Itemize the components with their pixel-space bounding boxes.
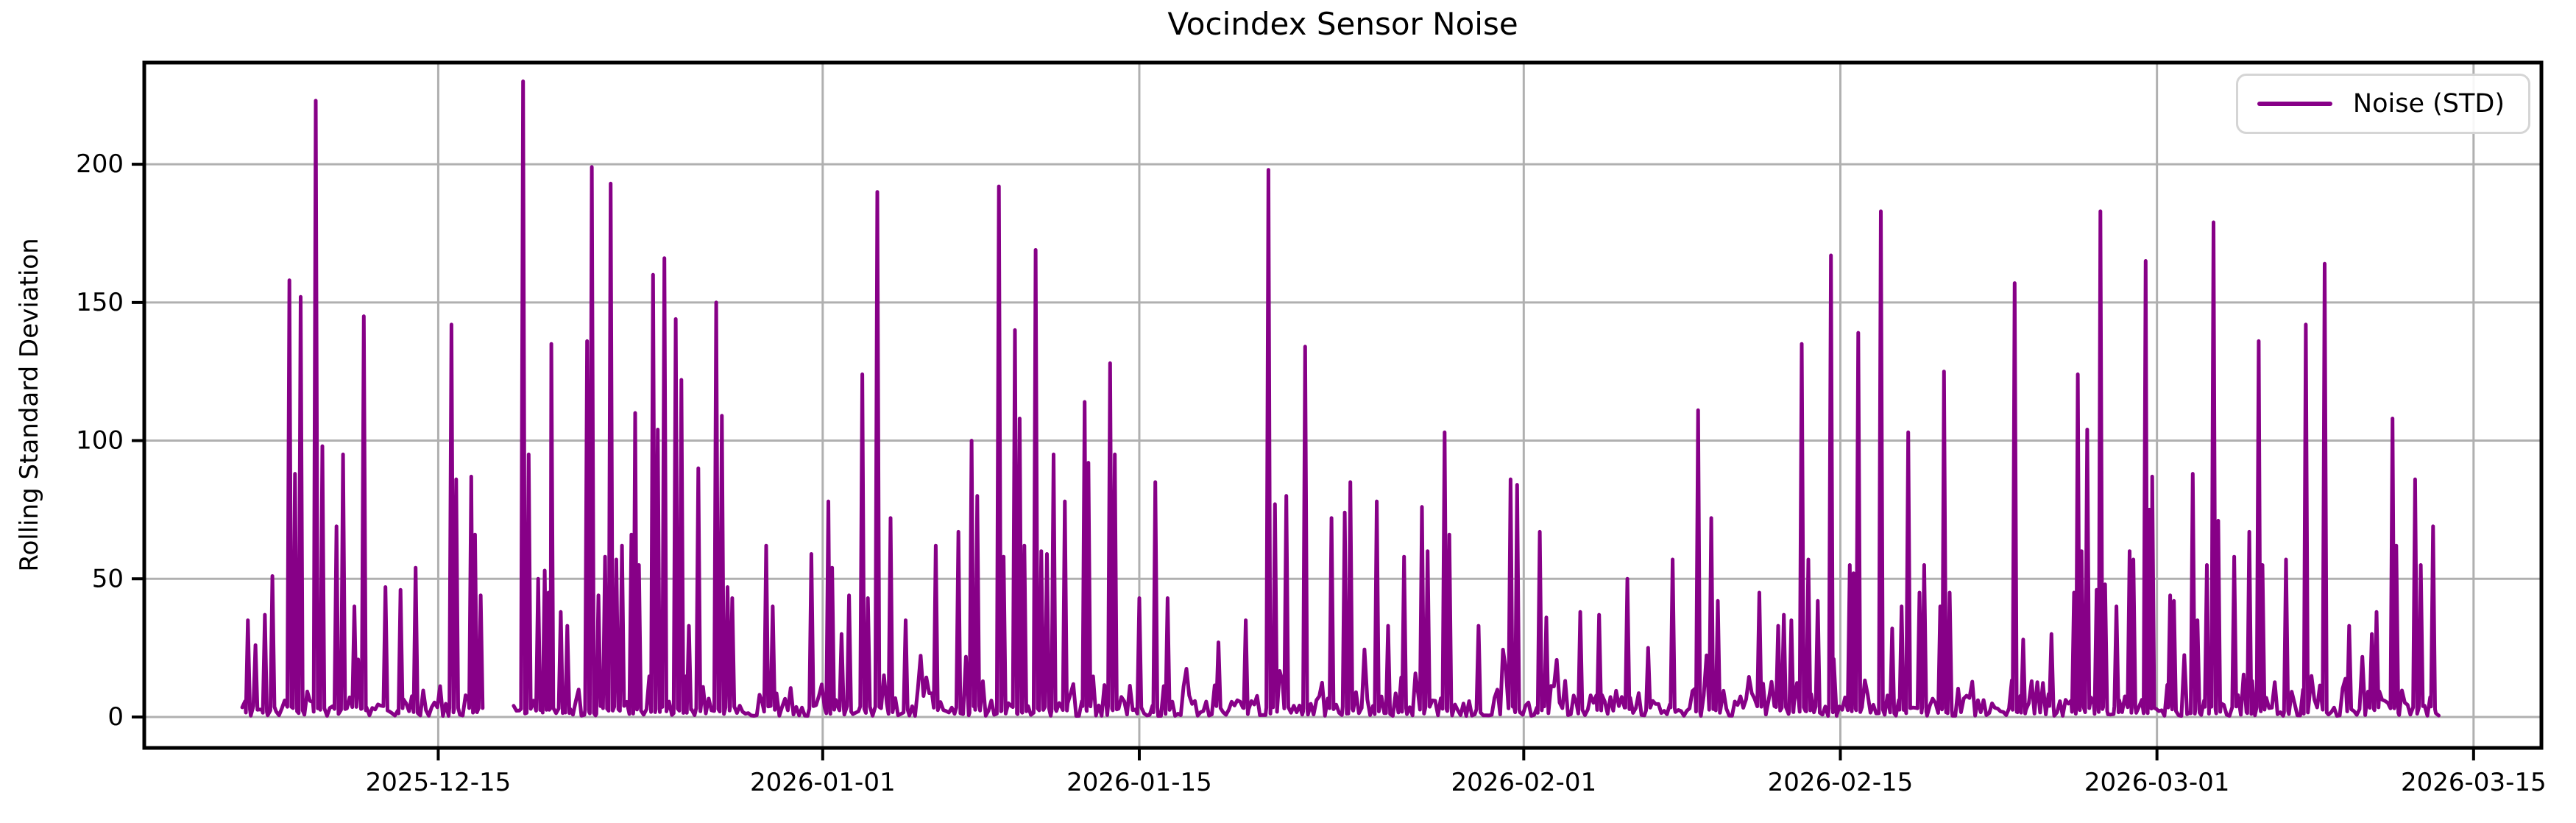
x-tick-label-2026-03-15: 2026-03-15 <box>2401 768 2547 797</box>
y-tick-label-50: 50 <box>92 564 124 593</box>
legend-line-sample <box>2257 102 2332 106</box>
x-tick-label-2025-12-15: 2025-12-15 <box>366 768 512 797</box>
legend-label: Noise (STD) <box>2352 89 2505 119</box>
axes-box <box>142 60 2544 750</box>
x-tick-label-2026-01-15: 2026-01-15 <box>1066 768 1212 797</box>
y-tick-label-150: 150 <box>76 288 124 317</box>
chart-title: Vocindex Sensor Noise <box>1167 6 1518 42</box>
noise-series-line <box>240 80 2441 718</box>
y-tick-label-0: 0 <box>107 702 124 732</box>
legend: Noise (STD) <box>2235 74 2530 134</box>
x-tick-label-2026-02-01: 2026-02-01 <box>1451 768 1597 797</box>
x-tick-label-2026-01-01: 2026-01-01 <box>750 768 896 797</box>
x-tick-label-2026-03-01: 2026-03-01 <box>2084 768 2230 797</box>
y-tick-label-100: 100 <box>76 426 124 456</box>
x-tick-label-2026-02-15: 2026-02-15 <box>1768 768 1914 797</box>
y-tick-label-200: 200 <box>76 149 124 179</box>
